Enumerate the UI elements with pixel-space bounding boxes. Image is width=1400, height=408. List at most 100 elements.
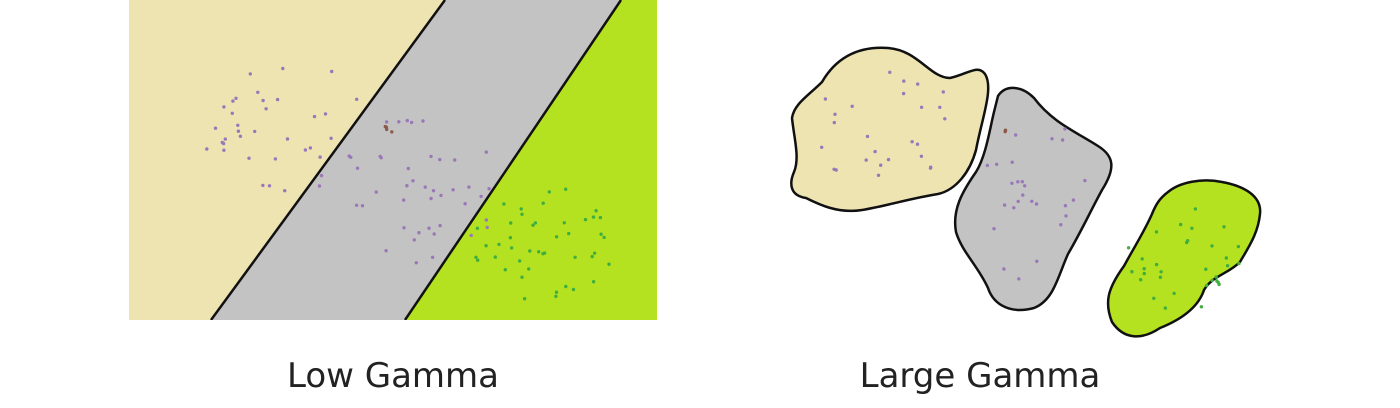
data-point-class-b xyxy=(438,157,442,162)
data-point-class-c xyxy=(1152,296,1156,300)
data-point-class-c xyxy=(1224,256,1229,260)
data-point-class-a xyxy=(261,98,265,103)
data-point-class-c xyxy=(1140,257,1144,261)
data-point-class-b xyxy=(406,166,410,171)
class-c-region xyxy=(1106,179,1262,338)
data-point-class-c xyxy=(502,202,506,206)
decision-boundary-2 xyxy=(403,0,623,320)
data-point-class-a xyxy=(910,140,914,144)
data-point-class-b xyxy=(453,158,457,162)
data-point-class-c xyxy=(503,268,507,272)
data-point-class-a xyxy=(901,91,906,96)
data-point-class-c xyxy=(1204,267,1208,271)
data-point-class-c xyxy=(1158,275,1163,279)
data-point-class-b xyxy=(1016,199,1020,204)
data-point-class-c xyxy=(533,221,538,225)
data-point-class-a xyxy=(231,99,235,103)
data-point-class-b xyxy=(374,190,378,194)
data-point-class-b xyxy=(1063,127,1067,131)
data-point-class-a xyxy=(864,158,868,162)
data-point-class-c xyxy=(1222,225,1226,229)
data-point-class-a xyxy=(943,117,947,121)
data-point-class-b xyxy=(423,185,427,189)
data-point-class-a xyxy=(919,105,924,110)
data-point-class-b xyxy=(354,203,359,207)
data-point-class-b xyxy=(1021,193,1025,197)
data-point-class-a xyxy=(283,189,287,193)
data-point-class-c xyxy=(571,287,576,292)
class-b-region xyxy=(211,0,621,320)
data-point-class-a xyxy=(915,142,920,146)
data-point-class-b xyxy=(439,193,443,198)
data-point-class-a xyxy=(247,156,251,160)
data-point-class-c xyxy=(1139,278,1143,282)
data-point-class-b xyxy=(1022,184,1027,188)
data-point-class-c xyxy=(607,262,611,266)
data-point-class-c xyxy=(583,217,588,222)
data-point-class-c xyxy=(527,267,531,271)
data-point-class-c xyxy=(484,244,488,248)
data-point-class-b xyxy=(1002,267,1006,271)
data-point-class-b xyxy=(378,154,382,159)
data-point-class-a xyxy=(223,137,227,141)
data-point-class-c xyxy=(1130,270,1134,274)
data-point-class-c xyxy=(518,259,522,263)
data-point-class-c xyxy=(493,255,497,259)
data-point-class-c xyxy=(1159,270,1163,274)
data-point-class-b xyxy=(479,194,483,199)
data-point-class-b xyxy=(355,166,360,170)
data-point-class-c xyxy=(541,201,545,205)
data-point-class-b xyxy=(402,226,406,230)
data-point-class-b xyxy=(1017,277,1021,281)
data-point-class-a xyxy=(285,137,290,141)
data-point-class-c xyxy=(1154,230,1159,234)
data-point-class-b xyxy=(1050,137,1054,141)
data-point-class-c xyxy=(519,207,523,211)
data-point-class-a xyxy=(248,72,252,76)
data-point-class-a xyxy=(329,136,333,140)
data-point-class-a xyxy=(888,70,892,75)
data-point-class-b xyxy=(484,218,488,222)
data-point-class-c xyxy=(1199,305,1204,309)
data-point-class-c xyxy=(509,246,514,250)
data-point-class-a xyxy=(213,126,218,130)
data-point-class-a xyxy=(929,165,933,169)
data-point-class-b xyxy=(1014,133,1018,137)
data-point-class-c xyxy=(567,231,571,236)
data-point-class-a xyxy=(850,104,854,109)
data-point-class-c xyxy=(1179,222,1183,227)
data-point-class-a xyxy=(236,123,240,128)
data-point-class-b xyxy=(411,179,415,183)
data-point-class-b xyxy=(405,118,409,123)
data-point-class-a xyxy=(323,112,328,116)
data-point-class-a xyxy=(318,155,322,159)
data-point-class-c xyxy=(554,235,559,239)
class-b-region xyxy=(953,86,1113,312)
data-point-class-c xyxy=(590,254,594,259)
data-point-class-c xyxy=(573,255,577,259)
data-point-class-c xyxy=(1225,264,1230,268)
data-point-class-b xyxy=(1035,259,1039,263)
data-point-class-b xyxy=(1083,178,1087,183)
data-point-class-a xyxy=(823,97,828,101)
data-point-class-a xyxy=(876,173,881,177)
large-gamma-panel xyxy=(780,0,1280,355)
data-point-class-a xyxy=(281,66,285,71)
data-point-class-c xyxy=(547,190,551,194)
data-point-class-c xyxy=(564,284,568,289)
data-point-class-b xyxy=(360,204,365,208)
data-point-class-a xyxy=(834,168,838,172)
data-point-class-b xyxy=(1016,180,1020,184)
data-point-class-b xyxy=(427,226,431,230)
data-point-class-c xyxy=(1210,244,1214,248)
data-point-class-a xyxy=(317,184,322,188)
data-point-class-a xyxy=(222,148,226,152)
data-point-class-a xyxy=(886,157,891,162)
data-point-class-c xyxy=(509,221,513,225)
data-point-class-a xyxy=(234,96,238,101)
low-gamma-panel xyxy=(129,0,657,320)
data-point-class-c xyxy=(541,252,545,256)
data-point-class-b xyxy=(992,227,996,231)
data-point-class-a xyxy=(222,105,226,109)
data-point-class-a xyxy=(261,183,265,188)
